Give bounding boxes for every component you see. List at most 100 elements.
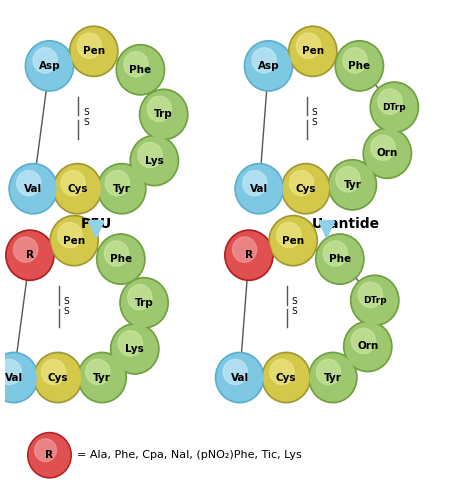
Circle shape [271,217,316,264]
Circle shape [345,323,390,370]
Circle shape [246,42,291,89]
Circle shape [130,136,179,186]
Circle shape [128,285,152,310]
Circle shape [378,89,402,114]
Text: Val: Val [250,184,268,194]
Circle shape [132,137,177,184]
Text: Tyr: Tyr [113,184,131,194]
Circle shape [13,237,37,262]
Text: S: S [292,307,298,316]
Circle shape [264,354,309,401]
Text: S: S [292,297,298,306]
Circle shape [371,135,395,161]
Circle shape [55,165,100,212]
Circle shape [223,359,247,384]
Circle shape [116,45,164,95]
Circle shape [363,128,411,179]
Text: S: S [312,108,318,117]
Text: P5U: P5U [81,217,112,231]
Text: Cys: Cys [67,184,88,194]
Circle shape [237,165,282,212]
Circle shape [104,241,128,266]
Circle shape [316,359,341,384]
Circle shape [328,160,377,210]
Circle shape [252,48,276,73]
Circle shape [120,277,168,328]
Text: Pen: Pen [282,236,304,246]
Circle shape [351,328,375,354]
Text: = Ala, Phe, Cpa, NaI, (pNO₂)Phe, Tic, Lys: = Ala, Phe, Cpa, NaI, (pNO₂)Phe, Tic, Ly… [77,450,302,460]
Text: Val: Val [5,373,23,382]
Circle shape [323,241,347,266]
Text: Lys: Lys [145,156,164,165]
Circle shape [336,166,360,192]
Circle shape [0,359,21,384]
Text: Phe: Phe [110,254,132,264]
Circle shape [310,354,356,401]
Text: Tyr: Tyr [344,180,361,190]
Circle shape [25,41,74,91]
Circle shape [27,42,72,89]
Circle shape [351,275,399,326]
Circle shape [372,83,417,131]
Text: R: R [245,250,253,260]
Text: Tyr: Tyr [324,373,342,382]
Circle shape [269,216,318,266]
Circle shape [8,232,53,279]
Circle shape [141,91,186,138]
Circle shape [98,164,146,214]
Circle shape [110,324,159,374]
Circle shape [99,165,144,212]
Circle shape [98,236,143,282]
Text: Pen: Pen [82,46,105,56]
Circle shape [232,237,257,262]
Circle shape [289,170,313,196]
Text: Lys: Lys [126,344,144,354]
Circle shape [217,354,262,401]
Circle shape [365,130,410,177]
Text: Orn: Orn [377,148,398,158]
Circle shape [317,236,362,282]
Text: Val: Val [24,184,42,194]
Circle shape [344,321,392,372]
Circle shape [343,48,367,73]
Circle shape [29,434,70,476]
Text: Phe: Phe [329,254,351,264]
Circle shape [243,170,267,196]
Circle shape [262,353,310,403]
Text: Cys: Cys [47,373,68,382]
Text: S: S [64,297,69,306]
Circle shape [270,359,294,384]
Circle shape [235,164,283,214]
Circle shape [118,46,163,93]
Circle shape [78,353,127,403]
Circle shape [277,222,301,248]
Circle shape [17,170,41,196]
Circle shape [244,41,293,91]
Circle shape [34,353,82,403]
Circle shape [112,326,157,372]
Text: Asp: Asp [258,61,279,71]
Circle shape [337,42,382,89]
Text: R: R [26,250,34,260]
Circle shape [71,28,116,75]
Circle shape [121,279,167,326]
Circle shape [118,331,143,356]
Circle shape [41,359,65,384]
Circle shape [52,217,97,264]
Text: Pen: Pen [63,236,85,246]
Text: DTrp: DTrp [383,103,406,111]
Circle shape [97,234,145,284]
Circle shape [289,26,337,77]
Text: Urantide: Urantide [311,217,380,231]
Circle shape [309,353,357,403]
Text: Phe: Phe [129,65,151,75]
Text: Cys: Cys [296,184,316,194]
Text: Tyr: Tyr [93,373,111,382]
Circle shape [225,230,273,280]
Circle shape [61,170,85,196]
Circle shape [10,165,56,212]
Text: Val: Val [230,373,249,382]
Circle shape [27,433,71,478]
Circle shape [290,28,335,75]
